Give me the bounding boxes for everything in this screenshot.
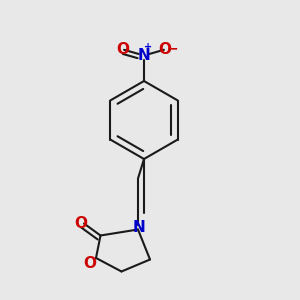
Text: O: O [158,42,172,57]
Text: O: O [83,256,96,271]
Text: N: N [138,48,150,63]
Text: +: + [144,42,153,52]
Text: O: O [74,216,88,231]
Text: N: N [133,220,146,236]
Text: −: − [167,41,178,55]
Text: O: O [116,42,130,57]
